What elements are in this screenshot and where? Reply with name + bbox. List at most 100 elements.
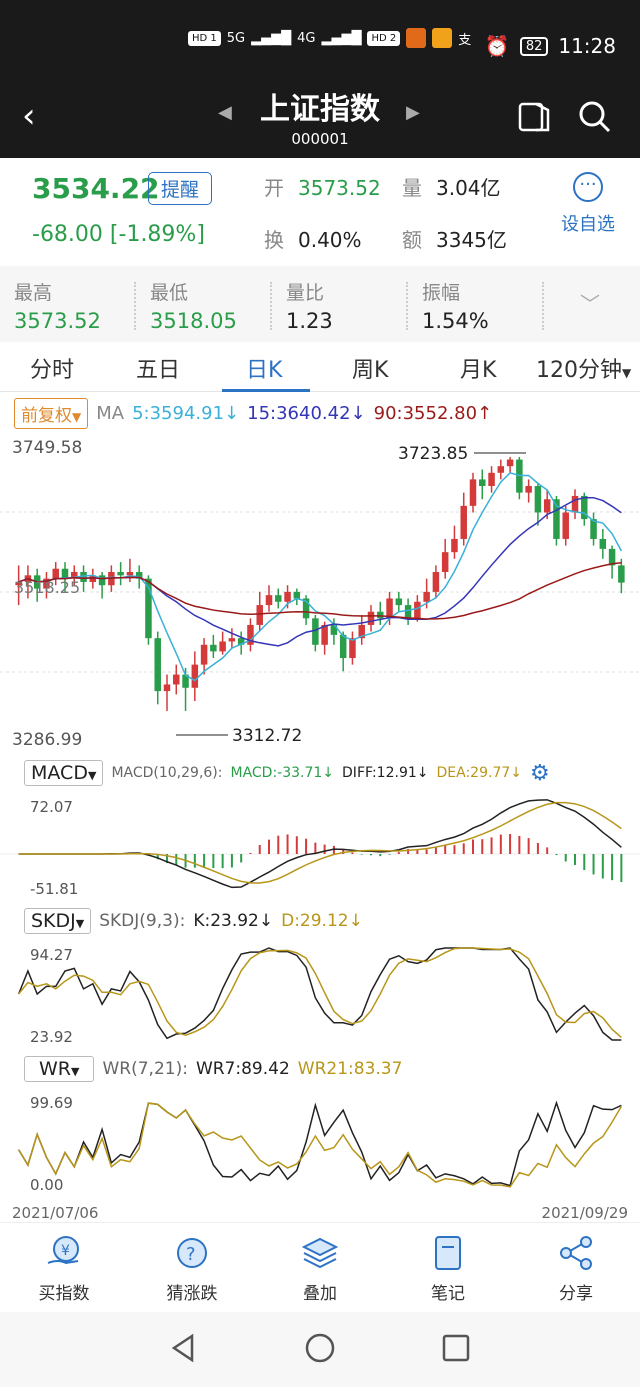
- macd-chart[interactable]: [0, 792, 640, 902]
- stat-high: 最高 3573.52: [14, 278, 101, 333]
- candle-body: [135, 572, 143, 579]
- ma-bar: 前复权▼ MA 5:3594.91↓ 15:3640.42↓ 90:3552.8…: [14, 396, 634, 430]
- kline-top-label: 3749.58: [12, 438, 83, 458]
- wr-bottom-label: 0.00: [30, 1176, 64, 1194]
- candle-body: [525, 486, 532, 493]
- guess-icon: ?: [177, 1238, 207, 1268]
- candle-body: [497, 466, 505, 473]
- adjust-dropdown[interactable]: 前复权▼: [14, 397, 89, 429]
- active-tab-indicator: [222, 389, 310, 392]
- candle-body: [284, 591, 291, 602]
- kline-high-label: 3723.85: [398, 444, 469, 464]
- candle-body: [367, 611, 375, 625]
- wr7-value: WR7:89.42: [195, 1059, 290, 1079]
- tab-daily[interactable]: 日K: [246, 358, 283, 383]
- skdj-d-line: [18, 947, 622, 1039]
- candle-body: [247, 624, 254, 645]
- macd-dropdown[interactable]: MACD▼: [24, 760, 104, 786]
- recents-nav-icon[interactable]: [440, 1332, 472, 1364]
- candle-body: [469, 479, 477, 506]
- quote-panel: 3534.22 提醒 -68.00 [-1.89%] 开 3573.52 量 3.0…: [0, 158, 640, 266]
- home-nav-icon[interactable]: [304, 1332, 336, 1364]
- app-notify2-icon: [432, 28, 453, 48]
- candle-body: [126, 572, 134, 576]
- settings-gear-icon[interactable]: ⚙: [529, 760, 550, 786]
- candle-body: [571, 495, 579, 513]
- candle-body: [460, 505, 467, 539]
- tab-intraday[interactable]: 分时: [30, 358, 75, 383]
- skdj-bottom-label: 23.92: [30, 1028, 73, 1046]
- search-icon[interactable]: [576, 98, 612, 134]
- expand-chevron-icon[interactable]: ﹀: [580, 292, 600, 316]
- amount-value: 3345亿: [436, 228, 507, 252]
- next-stock-icon[interactable]: ▶: [406, 102, 420, 123]
- stat-value: 3573.52: [14, 309, 101, 333]
- candle-body: [80, 572, 87, 582]
- turnover-label: 换: [264, 228, 284, 252]
- alarm-icon: ⏰: [484, 34, 510, 58]
- back-icon[interactable]: ‹: [22, 96, 36, 136]
- buy-index-button[interactable]: ¥ 买指数: [14, 1233, 114, 1304]
- stat-low: 最低 3518.05: [150, 278, 237, 333]
- back-nav-icon[interactable]: [168, 1332, 200, 1364]
- sim1-label: HD 1: [188, 30, 221, 46]
- kline-mid-label: 3518.25: [14, 578, 81, 597]
- skdj-k-line: [17, 947, 622, 1041]
- stat-value: 1.23: [286, 309, 333, 333]
- skdj-chart[interactable]: [0, 940, 640, 1050]
- candle-body: [98, 575, 106, 586]
- signal2-icon: ▂▄▆█: [321, 30, 362, 46]
- share-button[interactable]: 分享: [526, 1233, 626, 1304]
- candle-body: [15, 581, 22, 586]
- wr-chart[interactable]: [0, 1088, 640, 1198]
- current-price: 3534.22: [32, 172, 160, 205]
- add-favorite-button[interactable]: ··· 设自选: [552, 172, 624, 236]
- candle-body: [182, 674, 189, 688]
- candle-body: [377, 611, 384, 619]
- stat-volume-ratio: 量比 1.23: [286, 278, 333, 333]
- dea-line: [18, 801, 622, 884]
- remind-button[interactable]: 提醒: [148, 172, 213, 205]
- guess-button[interactable]: ? 猜涨跌: [142, 1233, 242, 1304]
- wr-dropdown[interactable]: WR▼: [24, 1056, 95, 1082]
- skdj-dropdown[interactable]: SKDJ▼: [24, 908, 92, 934]
- candle-body: [534, 486, 542, 513]
- kline-low-label: 3312.72: [232, 726, 303, 746]
- buy-index-label: 买指数: [38, 1284, 90, 1304]
- signal1-icon: ▂▄▆█: [251, 30, 292, 46]
- dropdown-icon: ▼: [71, 1065, 80, 1078]
- candle-body: [237, 638, 245, 645]
- candle-body: [321, 624, 328, 645]
- tab-5day[interactable]: 五日: [136, 358, 181, 383]
- candle-body: [358, 624, 365, 639]
- prev-stock-icon[interactable]: ◀: [218, 102, 232, 123]
- wr7-line: [17, 1100, 622, 1187]
- skdj-params: SKDJ(9,3):: [99, 911, 186, 931]
- ma90-value: 90:3552.80↑: [373, 402, 493, 424]
- stat-value: 3518.05: [150, 309, 237, 333]
- wr21-line: [17, 1102, 623, 1188]
- macd-top-label: 72.07: [30, 798, 73, 816]
- switch-view-icon[interactable]: [516, 98, 552, 134]
- tab-120min[interactable]: 120分钟▼: [536, 352, 631, 384]
- tab-weekly[interactable]: 周K: [352, 358, 389, 383]
- notes-button[interactable]: 笔记: [398, 1233, 498, 1304]
- candle-body: [265, 595, 273, 606]
- macd-bar: MACD▼ MACD(10,29,6): MACD:-33.71↓ DIFF:1…: [24, 756, 634, 790]
- candle-body: [479, 479, 486, 487]
- overlay-label: 叠加: [303, 1284, 337, 1304]
- ma-label: MA: [96, 402, 125, 424]
- amount-field: 额 3345亿: [402, 224, 507, 253]
- candle-body: [145, 578, 152, 639]
- macd-btn-label: MACD: [31, 762, 88, 784]
- app-notify-icon: [406, 28, 427, 48]
- dea-value: DEA:29.77↓: [436, 765, 522, 781]
- net1-label: 5G: [226, 30, 246, 46]
- candle-body: [414, 601, 421, 619]
- macd-value: MACD:-33.71↓: [230, 765, 335, 781]
- bottom-toolbar: ¥ 买指数 ? 猜涨跌 叠加 笔记 分享: [0, 1222, 640, 1312]
- tab-monthly[interactable]: 月K: [460, 358, 497, 383]
- kline-chart[interactable]: [0, 432, 640, 754]
- svg-text:¥: ¥: [61, 1243, 70, 1259]
- overlay-button[interactable]: 叠加: [270, 1233, 370, 1304]
